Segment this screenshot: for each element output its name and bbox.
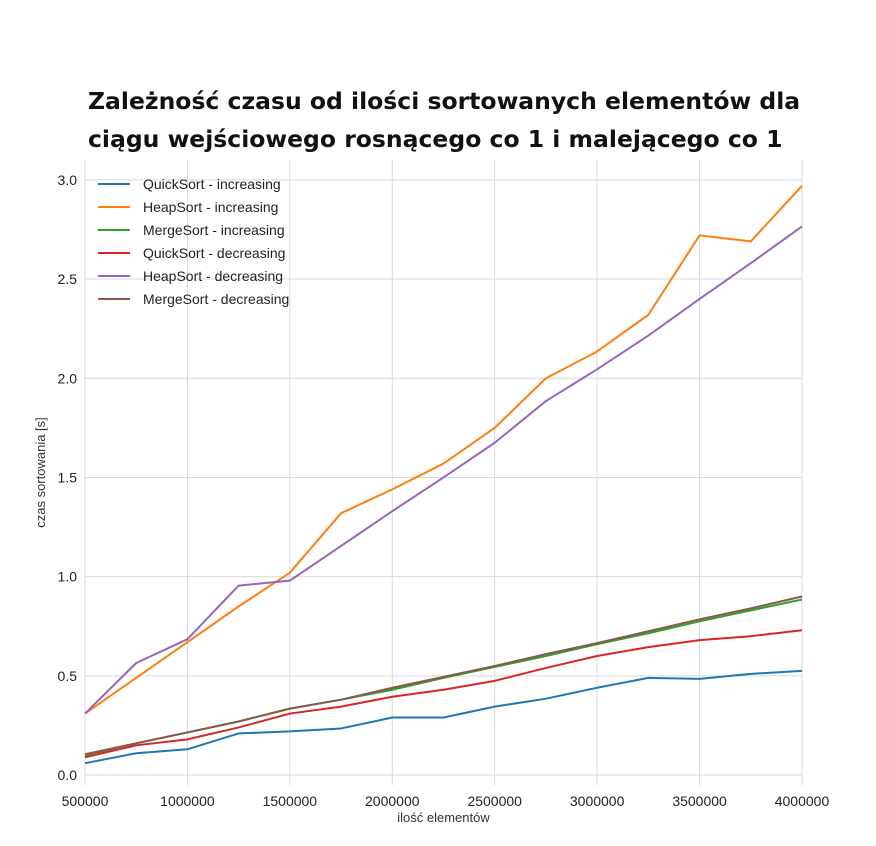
legend-label: HeapSort - decreasing (143, 268, 283, 284)
series-lines (84, 185, 803, 765)
series-quicksort-decreasing (84, 629, 803, 759)
legend-label: MergeSort - increasing (143, 222, 285, 238)
series-heapsort-decreasing (84, 225, 803, 715)
x-tick-label: 3000000 (570, 793, 625, 809)
x-tick-label: 1500000 (263, 793, 318, 809)
x-tick-labels: 500000 1000000 1500000 2000000 2500000 300000… (62, 793, 830, 809)
legend-item: MergeSort - decreasing (98, 291, 289, 307)
y-tick-label: 2.5 (58, 271, 78, 287)
x-tick-label: 500000 (62, 793, 109, 809)
legend-label: HeapSort - increasing (143, 199, 278, 215)
x-tick-label: 2000000 (365, 793, 420, 809)
x-tick-label: 2500000 (467, 793, 522, 809)
legend-item: QuickSort - decreasing (98, 245, 285, 261)
legend-item: HeapSort - increasing (98, 199, 278, 215)
y-tick-label: 1.5 (58, 469, 78, 485)
y-tick-label: 2.0 (58, 370, 78, 386)
x-axis-label: ilość elementów (397, 810, 490, 825)
y-tick-labels: 0.0 0.5 1.0 1.5 2.0 2.5 3.0 (58, 172, 78, 783)
chart-title-line-1: Zależność czasu od ilości sortowanych el… (88, 87, 801, 115)
legend-item: HeapSort - decreasing (98, 268, 283, 284)
legend-label: QuickSort - decreasing (143, 245, 285, 261)
y-tick-label: 3.0 (58, 172, 78, 188)
series-heapsort-increasing (84, 185, 803, 715)
y-tick-label: 0.0 (58, 767, 78, 783)
legend-item: MergeSort - increasing (98, 222, 285, 238)
legend-label: QuickSort - increasing (143, 176, 281, 192)
legend-label: MergeSort - decreasing (143, 291, 289, 307)
plot-area (85, 160, 802, 785)
legend-item: QuickSort - increasing (98, 176, 281, 192)
chart-title: Zależność czasu od ilości sortowanych el… (88, 82, 848, 158)
y-tick-label: 0.5 (58, 668, 78, 684)
chart-title-line-2: ciągu wejściowego rosnącego co 1 i malej… (88, 125, 783, 153)
series-mergesort-decreasing (84, 595, 803, 756)
series-quicksort-increasing (84, 669, 803, 765)
legend: QuickSort - increasing HeapSort - increas… (98, 176, 289, 307)
y-axis-label: czas sortowania [s] (33, 417, 48, 528)
x-tick-label: 4000000 (775, 793, 830, 809)
x-tick-label: 3500000 (672, 793, 727, 809)
y-tick-label: 1.0 (58, 569, 78, 585)
x-tick-label: 1000000 (160, 793, 215, 809)
